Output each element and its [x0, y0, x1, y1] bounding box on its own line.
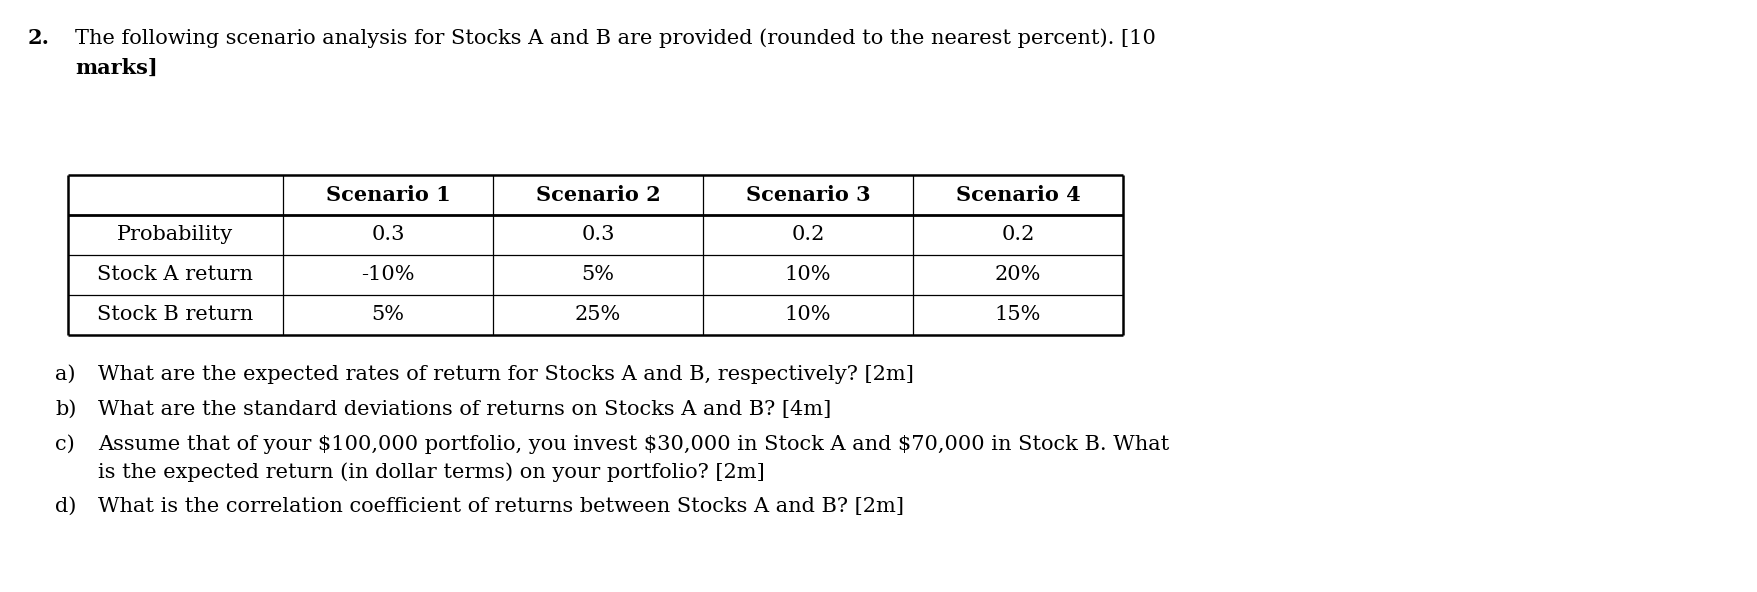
- Text: 25%: 25%: [575, 305, 620, 324]
- Text: Stock A return: Stock A return: [97, 265, 253, 285]
- Text: Scenario 2: Scenario 2: [536, 185, 661, 205]
- Text: -10%: -10%: [360, 265, 415, 285]
- Text: The following scenario analysis for Stocks A and B are provided (rounded to the : The following scenario analysis for Stoc…: [76, 28, 1154, 48]
- Text: Stock B return: Stock B return: [97, 305, 253, 324]
- Text: Probability: Probability: [118, 226, 234, 244]
- Text: Scenario 1: Scenario 1: [325, 185, 450, 205]
- Text: Assume that of your $100,000 portfolio, you invest $30,000 in Stock A and $70,00: Assume that of your $100,000 portfolio, …: [98, 435, 1168, 454]
- Text: 10%: 10%: [784, 305, 831, 324]
- Text: 10%: 10%: [784, 265, 831, 285]
- Text: marks]: marks]: [76, 58, 158, 78]
- Text: c): c): [54, 435, 76, 454]
- Text: What are the standard deviations of returns on Stocks A and B? [4m]: What are the standard deviations of retu…: [98, 400, 831, 419]
- Text: 5%: 5%: [371, 305, 404, 324]
- Text: d): d): [54, 497, 76, 516]
- Text: What is the correlation coefficient of returns between Stocks A and B? [2m]: What is the correlation coefficient of r…: [98, 497, 903, 516]
- Text: 5%: 5%: [582, 265, 615, 285]
- Text: a): a): [54, 365, 76, 384]
- Text: What are the expected rates of return for Stocks A and B, respectively? [2m]: What are the expected rates of return fo…: [98, 365, 914, 384]
- Text: 20%: 20%: [994, 265, 1040, 285]
- Text: 0.2: 0.2: [791, 226, 824, 244]
- Text: 0.3: 0.3: [371, 226, 404, 244]
- Text: 2.: 2.: [28, 28, 49, 48]
- Text: is the expected return (in dollar terms) on your portfolio? [2m]: is the expected return (in dollar terms)…: [98, 462, 764, 482]
- Text: 15%: 15%: [994, 305, 1040, 324]
- Text: Scenario 4: Scenario 4: [956, 185, 1081, 205]
- Text: 0.2: 0.2: [1001, 226, 1035, 244]
- Text: b): b): [54, 400, 76, 419]
- Text: 0.3: 0.3: [582, 226, 615, 244]
- Text: Scenario 3: Scenario 3: [745, 185, 870, 205]
